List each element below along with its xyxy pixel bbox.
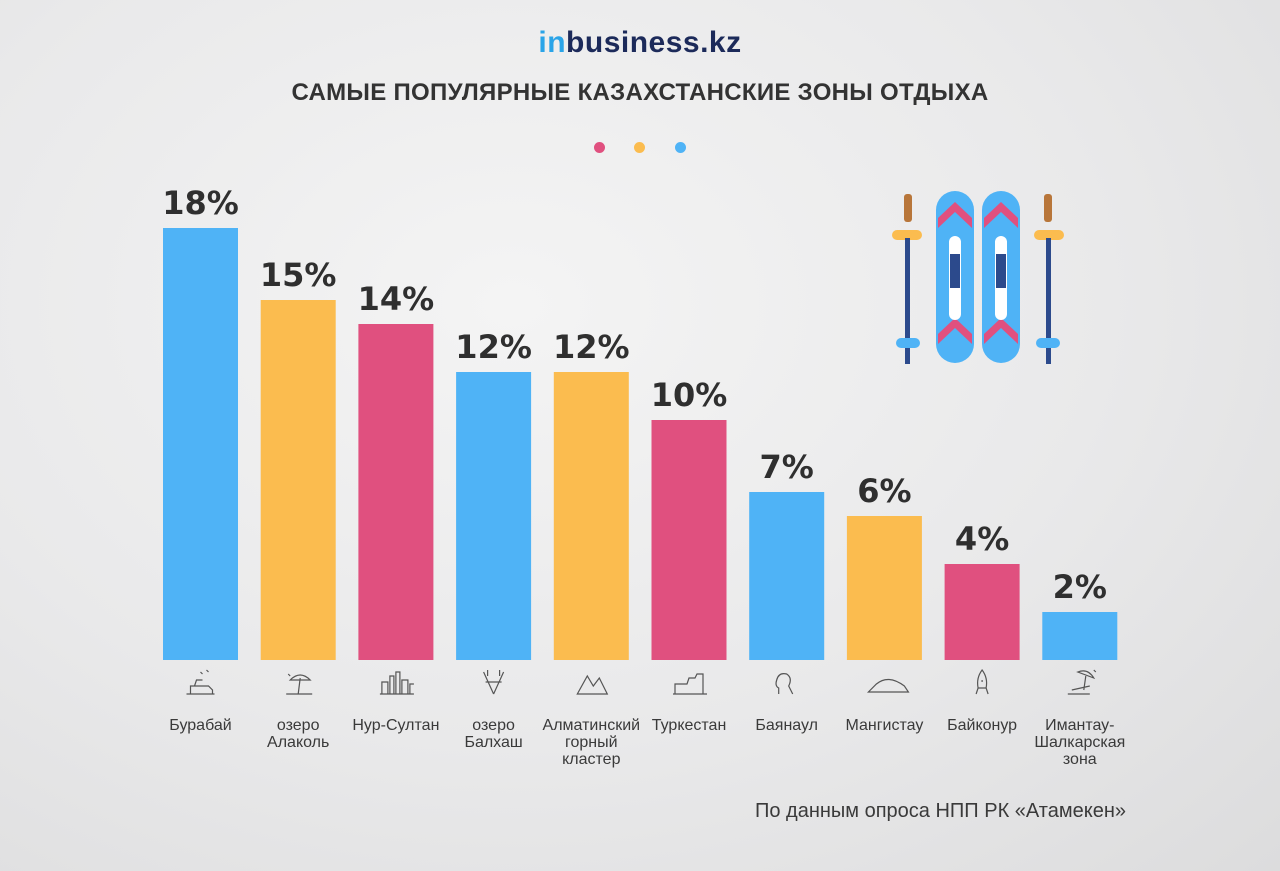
bar-1: [163, 228, 238, 660]
category-label-line: Баянаул: [755, 717, 818, 734]
category-label: Мангистау: [845, 717, 923, 734]
snowmobile-icon: [186, 669, 215, 695]
category-label-line: озеро: [277, 717, 320, 734]
rocket-icon: [975, 668, 989, 695]
bar-10: [1042, 612, 1118, 660]
page-title: САМЫЕ ПОПУЛЯРНЫЕ КАЗАХСТАНСКИЕ ЗОНЫ ОТДЫ…: [291, 79, 989, 106]
category-label: Алматинский горный кластер: [543, 717, 641, 768]
mausoleum-icon: [673, 673, 707, 695]
category-label: Байконур: [947, 717, 1017, 734]
bar-4: [456, 372, 532, 660]
rock-profile-icon: [775, 673, 794, 695]
category-label: Нур-Султан: [352, 717, 439, 734]
fishing-rods-icon: [483, 670, 505, 695]
decor-dot-blue: [675, 142, 686, 153]
category-label: Баянаул: [755, 717, 818, 734]
bar-3: [358, 324, 434, 660]
bar-value-label: 7%: [760, 448, 814, 486]
category-label-line: Шалкарская: [1034, 734, 1125, 751]
category-label-line: кластер: [562, 751, 620, 768]
bar-value-label: 15%: [260, 256, 337, 294]
category-label: озеро Алаколь: [267, 717, 329, 751]
bar-6: [651, 420, 727, 660]
sunbed-icon: [1067, 669, 1097, 695]
bar-7: [749, 492, 825, 660]
bar-value-label: 10%: [651, 376, 728, 414]
category-label: озеро Балхаш: [464, 717, 522, 751]
category-label-line: Бурабай: [169, 717, 231, 734]
decor-dot-pink: [594, 142, 605, 153]
bar-5: [553, 372, 629, 660]
category-label-line: Имантау-: [1045, 717, 1114, 734]
category-label: Туркестан: [652, 717, 727, 734]
bar-value-label: 14%: [358, 280, 435, 318]
beach-umbrella-icon: [286, 673, 313, 695]
bar-value-label: 2%: [1053, 568, 1107, 606]
mountains-icon: [576, 674, 609, 695]
logo: inbusiness.kz: [0, 26, 1280, 60]
decor-dot-yellow: [634, 142, 645, 153]
category-label: Бурабай: [169, 717, 231, 734]
logo-prefix: in: [538, 26, 567, 59]
bar-value-label: 4%: [955, 520, 1009, 558]
category-label-line: зона: [1063, 751, 1097, 768]
skis-and-poles-icon: [892, 191, 1064, 364]
category-label-line: Нур-Султан: [352, 717, 439, 734]
category-label-line: озеро: [472, 717, 515, 734]
category-label-line: Мангистау: [845, 717, 923, 734]
category-label-line: Балхаш: [464, 734, 522, 751]
logo-suffix: business.kz: [566, 26, 742, 59]
bar-value-label: 18%: [162, 184, 239, 222]
category-label-line: горный: [565, 734, 618, 751]
category-label-line: Алматинский: [543, 717, 641, 734]
bar-value-label: 12%: [553, 328, 630, 366]
source-note: По данным опроса НПП РК «Атамекен»: [754, 800, 1126, 822]
bar-value-label: 12%: [455, 328, 532, 366]
bar-value-label: 6%: [857, 472, 911, 510]
category-label: Имантау-Шалкарская зона: [1034, 717, 1125, 768]
bar-8: [846, 516, 922, 660]
category-label-line: Алаколь: [267, 734, 329, 751]
category-label-line: Туркестан: [652, 717, 727, 734]
bar-2: [260, 300, 336, 660]
mesa-icon: [866, 678, 910, 693]
bar-9: [944, 564, 1020, 660]
city-skyline-icon: [379, 671, 414, 695]
category-label-line: Байконур: [947, 717, 1017, 734]
